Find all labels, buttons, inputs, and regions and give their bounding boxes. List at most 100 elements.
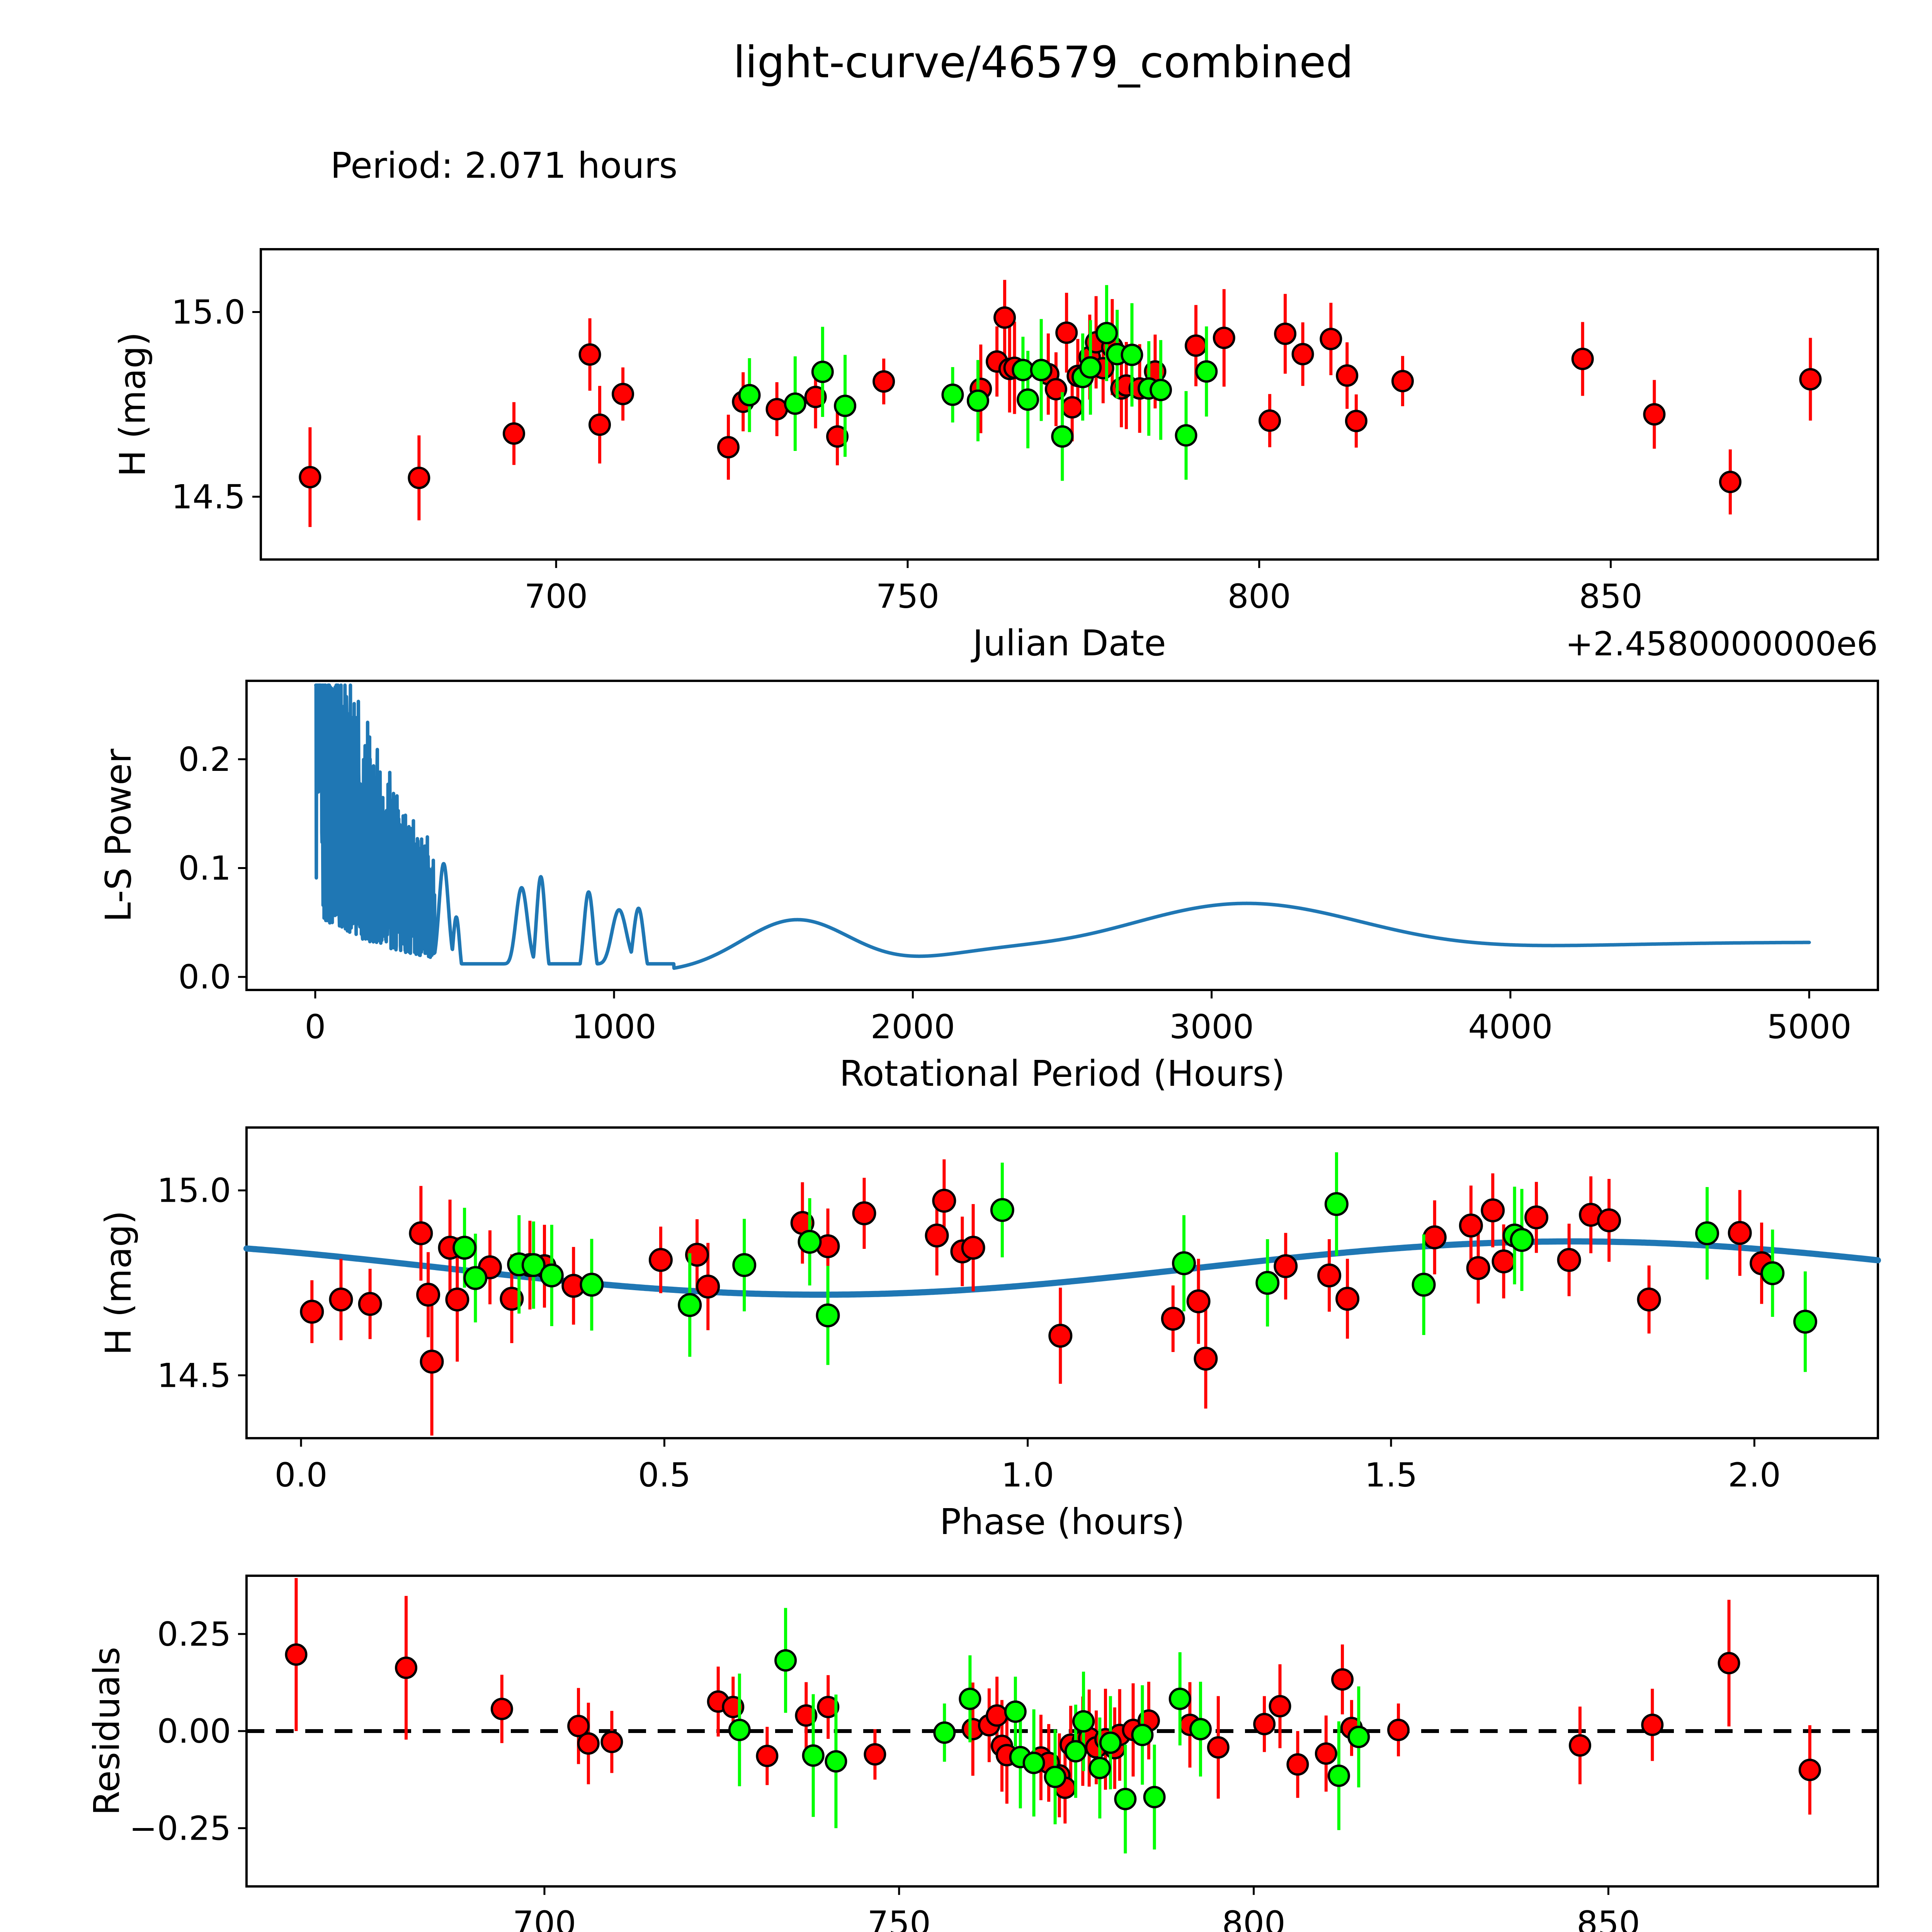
data-point xyxy=(966,389,989,412)
data-point xyxy=(408,466,430,489)
data-point xyxy=(1017,388,1039,411)
data-point xyxy=(1195,360,1218,383)
data-point xyxy=(1253,1713,1276,1735)
data-point xyxy=(1161,1306,1185,1331)
data-point xyxy=(1189,1718,1212,1740)
data-point xyxy=(1637,1287,1661,1312)
data-point xyxy=(811,361,834,383)
data-point xyxy=(1030,359,1053,381)
data-point xyxy=(1168,1687,1191,1710)
data-point xyxy=(395,1656,418,1679)
y-tick-label: 0.0 xyxy=(178,958,231,997)
data-point xyxy=(738,384,761,406)
data-point xyxy=(961,1236,985,1260)
data-point xyxy=(1422,1225,1447,1250)
data-point xyxy=(1048,1323,1073,1348)
series-green xyxy=(452,1152,1817,1372)
data-point xyxy=(872,370,895,393)
data-point xyxy=(1061,396,1083,419)
y-tick-label: 15.0 xyxy=(172,293,245,332)
data-point xyxy=(1175,424,1197,447)
data-point xyxy=(329,1287,353,1312)
data-point xyxy=(1051,425,1074,448)
data-point xyxy=(826,425,849,448)
data-point xyxy=(1320,328,1342,350)
data-point xyxy=(990,1198,1014,1222)
data-point xyxy=(445,1287,469,1312)
data-point xyxy=(409,1221,433,1245)
data-point xyxy=(1022,1752,1045,1774)
data-point xyxy=(1274,1254,1298,1278)
data-point xyxy=(648,1248,673,1272)
y-tick-label: 14.5 xyxy=(172,478,245,516)
x-tick-label: 2.0 xyxy=(1728,1456,1781,1495)
x-tick-label: 1.0 xyxy=(1001,1456,1054,1495)
data-point xyxy=(756,1745,779,1767)
y-tick-label: −0.25 xyxy=(129,1809,231,1848)
data-point xyxy=(580,1272,604,1297)
y-axis-label: H (mag) xyxy=(98,1211,139,1355)
data-point xyxy=(539,1263,564,1287)
data-point xyxy=(1207,1736,1230,1759)
y-axis-label: L-S Power xyxy=(98,749,139,922)
data-point xyxy=(765,398,788,420)
data-point xyxy=(1524,1205,1549,1230)
x-tick-label: 1000 xyxy=(572,1008,656,1046)
series-red xyxy=(300,1159,1774,1436)
data-point xyxy=(1317,1263,1342,1287)
data-point xyxy=(503,422,526,445)
data-point xyxy=(1194,1347,1218,1371)
data-point xyxy=(1095,322,1118,345)
data-point xyxy=(285,1643,308,1666)
data-point xyxy=(1695,1221,1719,1245)
y-tick-label: 14.5 xyxy=(157,1356,231,1395)
data-point xyxy=(728,1718,751,1741)
data-point xyxy=(834,395,857,417)
data-point xyxy=(1088,1757,1111,1779)
data-point xyxy=(696,1274,720,1299)
data-point xyxy=(1143,1786,1166,1808)
data-point xyxy=(600,1731,623,1753)
data-point xyxy=(1315,1742,1337,1765)
data-point xyxy=(1336,364,1359,387)
data-point xyxy=(1079,356,1102,379)
x-axis-offset-label: +2.4580000000e6 xyxy=(1565,625,1878,663)
data-point xyxy=(577,1732,600,1755)
data-point xyxy=(1324,1192,1349,1216)
x-axis-label: Phase (hours) xyxy=(940,1501,1185,1543)
data-point xyxy=(1798,1759,1821,1781)
period-annotation: Period: 2.071 hours xyxy=(330,145,677,186)
data-point xyxy=(588,413,611,436)
page-title: light-curve/46579_combined xyxy=(733,37,1354,88)
data-point xyxy=(774,1649,797,1672)
panel-lightcurve: 700 750 800 850 15.0 14.5 H (mag) Julian Date +2… xyxy=(112,248,1879,664)
x-tick-label: 750 xyxy=(876,577,939,616)
data-point xyxy=(1012,359,1034,381)
series-green xyxy=(728,1608,1370,1854)
data-point xyxy=(1044,1765,1066,1788)
y-axis-label: Residuals xyxy=(86,1647,128,1815)
data-point xyxy=(1391,370,1414,393)
data-point xyxy=(1387,1718,1410,1741)
data-point xyxy=(300,1299,324,1324)
x-axis-label: Julian Date xyxy=(971,622,1166,664)
data-point xyxy=(1481,1198,1505,1223)
data-point xyxy=(1492,1249,1516,1274)
data-point xyxy=(1331,1668,1354,1691)
y-tick-label: 0.1 xyxy=(178,849,231,888)
data-point xyxy=(1150,379,1172,401)
panel-phase-folded: 0.0 0.5 1.0 1.5 2.0 15.0 14.5 H (mag) Phase (hou… xyxy=(98,1126,1881,1543)
x-tick-label: 0.0 xyxy=(275,1456,328,1495)
data-point xyxy=(1269,1695,1291,1718)
plot-frame xyxy=(245,680,1879,991)
data-point xyxy=(795,1704,818,1727)
data-point xyxy=(1114,1787,1137,1810)
data-point xyxy=(1072,1710,1095,1733)
data-point xyxy=(816,1303,840,1328)
y-tick-label: 0.2 xyxy=(178,740,231,779)
data-point xyxy=(1347,1726,1370,1748)
data-point xyxy=(358,1292,382,1316)
data-point xyxy=(1335,1287,1360,1311)
y-axis-label: H (mag) xyxy=(112,332,153,477)
